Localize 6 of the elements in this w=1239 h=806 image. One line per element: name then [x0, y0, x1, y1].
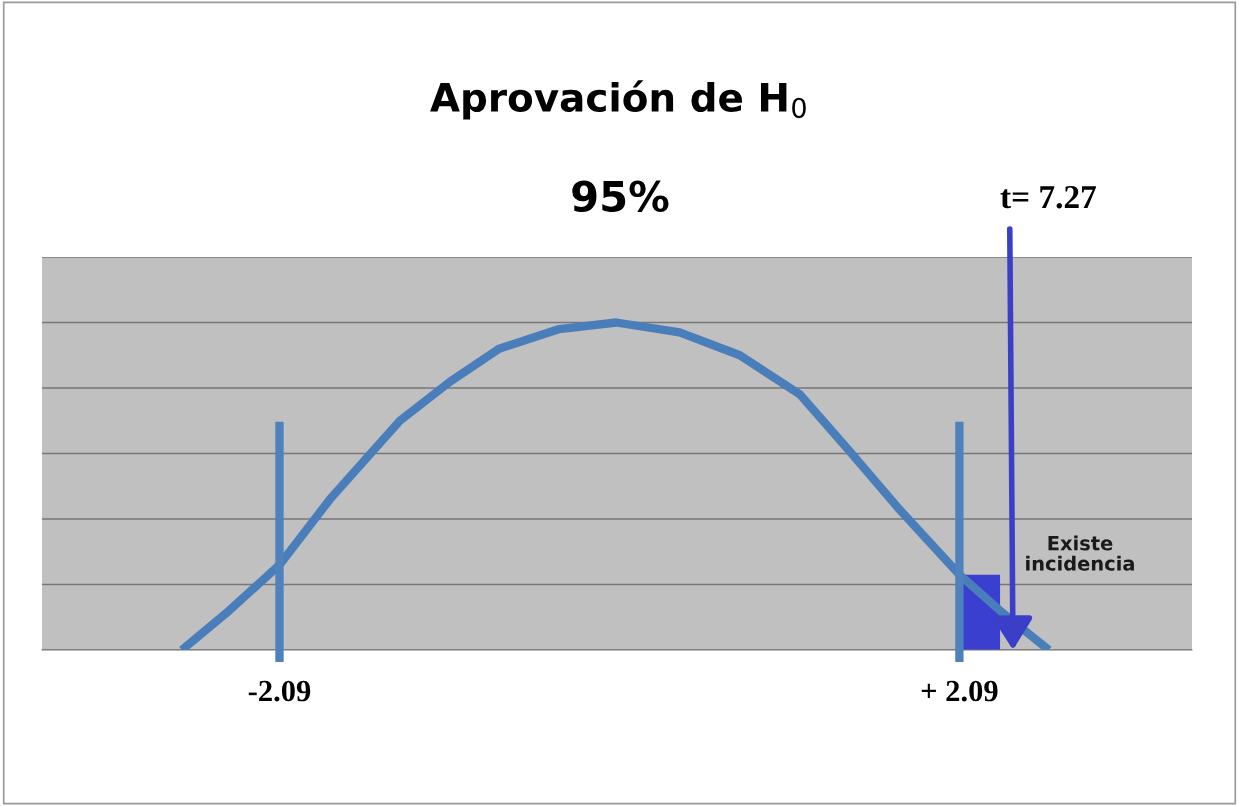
x-tick-label: + 2.09 — [921, 680, 998, 702]
chart-title: Aprovación de H$_{0}$ — [430, 80, 806, 120]
text: t= 7.27 — [1000, 185, 1096, 209]
x-tick-label: -2.09 — [248, 680, 311, 702]
annotation: Existe incidencia — [1026, 535, 1134, 571]
text: 95% — [572, 180, 669, 213]
